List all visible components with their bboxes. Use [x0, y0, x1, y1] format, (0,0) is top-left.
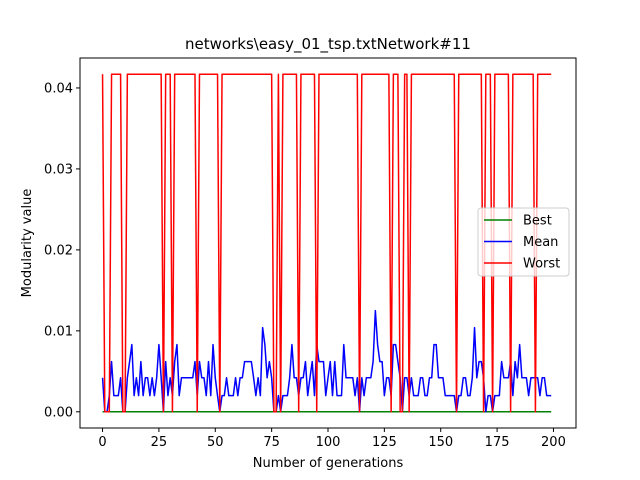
legend: Best Mean Worst: [477, 207, 570, 277]
x-tick-label: 150: [428, 435, 453, 450]
legend-label-mean: Mean: [523, 235, 558, 250]
x-tick-label: 200: [541, 435, 566, 450]
y-tick-label: 0.01: [44, 324, 73, 339]
series-line-mean: [101, 309, 552, 413]
series-line-worst: [101, 73, 552, 413]
x-axis-label: Number of generations: [253, 456, 404, 471]
y-axis: 0.00 0.01 0.02 0.03 0.04: [44, 81, 80, 420]
x-tick-label: 25: [151, 435, 168, 450]
chart-title: networks\easy_01_tsp.txtNetwork#11: [185, 35, 471, 54]
x-tick-label: 175: [485, 435, 510, 450]
y-tick-label: 0.04: [44, 81, 73, 96]
y-tick-label: 0.02: [44, 243, 73, 258]
legend-box: [477, 207, 570, 277]
x-tick-label: 50: [207, 435, 224, 450]
y-tick-label: 0.03: [44, 162, 73, 177]
x-tick-label: 125: [372, 435, 397, 450]
x-tick-label: 0: [98, 435, 106, 450]
legend-label-best: Best: [523, 214, 552, 229]
y-axis-label: Modularity value: [20, 189, 35, 298]
y-tick-label: 0.00: [44, 405, 73, 420]
legend-label-worst: Worst: [523, 257, 560, 272]
x-axis: 0 25 50 75 100 125 150 175 200: [98, 428, 566, 450]
x-tick-label: 75: [263, 435, 280, 450]
x-tick-label: 100: [316, 435, 341, 450]
